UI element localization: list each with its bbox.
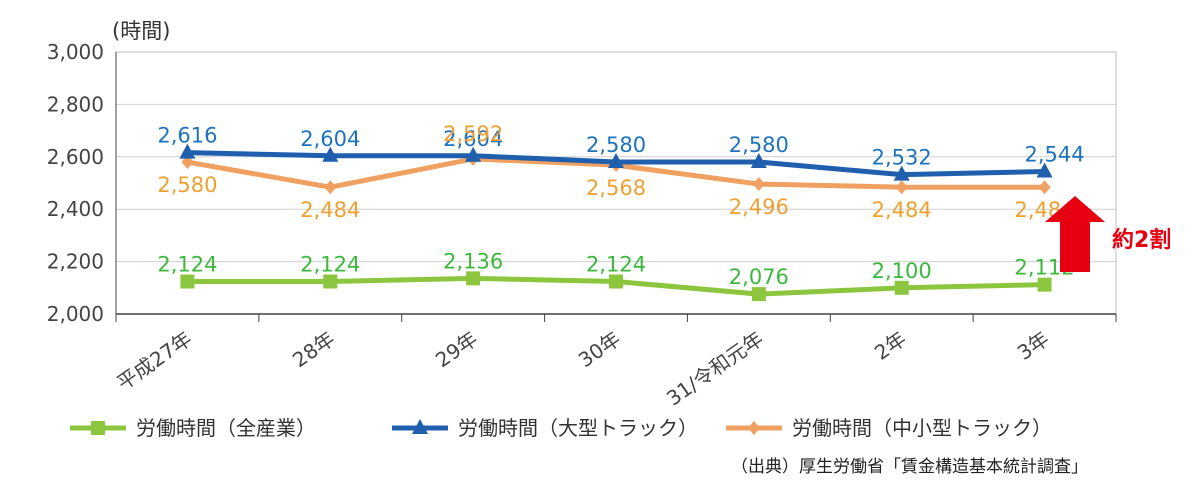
x-tick-label: 平成27年 (113, 326, 197, 395)
data-label: 2,076 (729, 265, 789, 289)
data-point-diamond (324, 180, 337, 195)
data-point-square (180, 274, 195, 289)
data-label: 2,604 (443, 127, 503, 151)
data-label: 2,484 (872, 198, 932, 222)
data-label: 2,124 (300, 253, 360, 277)
data-label: 2,100 (872, 259, 932, 283)
x-tick-label: 2年 (870, 326, 911, 364)
data-point-square (609, 274, 623, 289)
y-tick-label: 2,600 (47, 145, 104, 169)
data-point-triangle (1036, 162, 1053, 178)
data-label: 2,544 (1025, 142, 1085, 166)
data-point-triangle (322, 146, 339, 162)
data-point-diamond (1038, 180, 1051, 195)
data-point-square (466, 271, 481, 286)
data-point-square (894, 280, 909, 295)
data-point-diamond (752, 177, 765, 192)
data-point-diamond (895, 180, 908, 195)
y-tick-label: 2,200 (47, 250, 104, 274)
data-label: 2,496 (729, 195, 789, 219)
data-label: 2,532 (872, 146, 932, 170)
y-tick-label: 3,000 (47, 40, 104, 64)
source-note: （出典）厚生労働省「賃金構造基本統計調査」 (731, 457, 1088, 477)
data-point-square (91, 421, 105, 435)
data-label: 2,616 (157, 124, 217, 148)
data-point-triangle (750, 153, 767, 169)
data-point-square (1037, 277, 1052, 292)
data-label: 2,124 (157, 253, 217, 277)
data-label: 2,604 (300, 127, 360, 151)
data-label: 2,568 (586, 176, 646, 200)
x-tick-label: 3年 (1013, 326, 1054, 364)
increase-callout-label: 約2割 (1112, 228, 1172, 253)
x-tick-label: 29年 (431, 326, 482, 372)
y-axis-unit-label: (時間) (112, 19, 170, 43)
data-label: 2,484 (300, 198, 360, 222)
y-tick-label: 2,000 (47, 302, 104, 326)
data-label: 2,580 (729, 133, 789, 157)
data-point-triangle (465, 146, 482, 162)
data-label: 2,580 (157, 173, 217, 197)
y-tick-label: 2,800 (47, 92, 104, 116)
data-label: 2,592 (443, 122, 503, 146)
legend-label: 労働時間（全産業） (136, 416, 316, 440)
data-label: 2,124 (586, 253, 646, 277)
increase-arrow-icon (1045, 196, 1105, 272)
legend-label: 労働時間（中小型トラック） (792, 416, 1052, 440)
data-point-triangle (412, 419, 428, 434)
x-tick-label: 31/令和元年 (662, 326, 768, 410)
y-tick-label: 2,400 (47, 197, 104, 221)
data-point-triangle (893, 165, 910, 181)
x-tick-label: 28年 (288, 326, 339, 372)
data-point-triangle (608, 153, 624, 169)
data-point-diamond (748, 421, 760, 435)
data-point-square (751, 287, 766, 302)
data-point-triangle (179, 143, 196, 159)
data-point-square (323, 274, 338, 289)
data-label: 2,580 (586, 133, 646, 157)
x-tick-label: 30年 (574, 326, 625, 372)
data-label: 2,136 (443, 249, 503, 273)
legend-label: 労働時間（大型トラック） (458, 416, 698, 440)
